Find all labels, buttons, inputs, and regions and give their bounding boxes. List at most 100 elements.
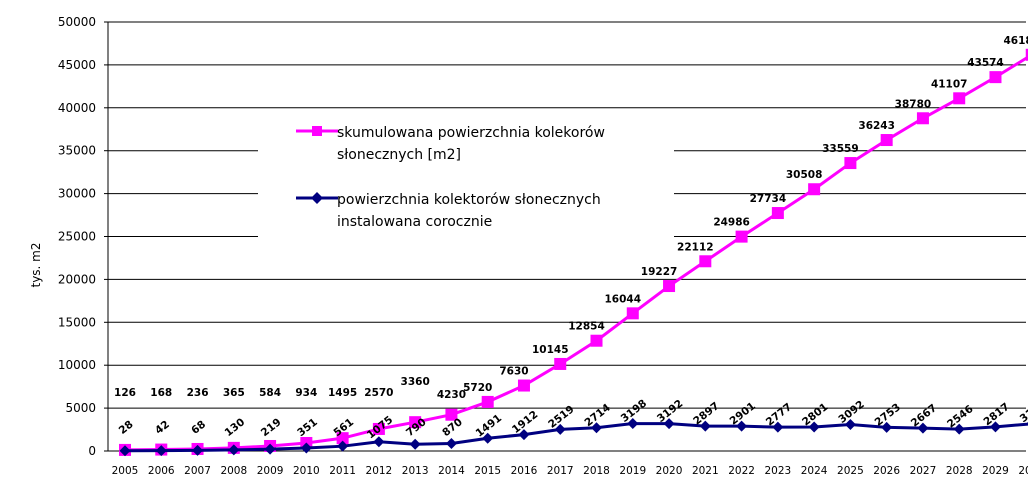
- data-point-cumulative: [916, 112, 929, 125]
- data-point-cumulative: [626, 307, 639, 320]
- data-label-cumulative: 12854: [568, 321, 605, 333]
- data-point-annual: [373, 436, 385, 448]
- legend-item-cumulative: skumulowana powierzchnia kolekorów słone…: [296, 125, 605, 163]
- data-label-cumulative: 43574: [967, 57, 1004, 69]
- data-label-annual: 130: [223, 416, 248, 439]
- data-label-cumulative: 36243: [858, 120, 895, 132]
- data-point-annual: [736, 420, 748, 432]
- y-tick-label: 30000: [58, 187, 96, 201]
- data-point-cumulative: [1025, 48, 1028, 61]
- y-tick-label: 35000: [58, 144, 96, 158]
- legend: skumulowana powierzchnia kolekorów słone…: [296, 125, 605, 230]
- x-tick-label: 2028: [946, 465, 973, 477]
- data-point-cumulative: [808, 183, 821, 196]
- data-point-cumulative: [771, 207, 784, 220]
- data-point-cumulative: [517, 379, 530, 392]
- data-point-annual: [772, 421, 784, 433]
- data-point-annual: [155, 445, 167, 457]
- data-point-cumulative: [409, 416, 422, 429]
- data-label-cumulative: 365: [223, 387, 245, 399]
- data-label-cumulative: 30508: [786, 169, 823, 181]
- data-label-cumulative: 10145: [532, 344, 569, 356]
- data-point-cumulative: [735, 230, 748, 243]
- data-label-cumulative: 41107: [931, 78, 968, 90]
- data-label-cumulative: 4230: [437, 389, 466, 401]
- data-point-annual: [844, 418, 856, 430]
- data-point-annual: [192, 444, 204, 456]
- data-label-cumulative: 1495: [328, 387, 357, 399]
- x-tick-label: 2021: [692, 465, 719, 477]
- y-tick-label: 25000: [58, 230, 96, 244]
- data-point-annual: [989, 421, 1001, 433]
- data-point-annual: [953, 423, 965, 435]
- data-label-cumulative: 19227: [641, 266, 678, 278]
- legend-marker-square: [312, 126, 322, 136]
- y-tick-label: 45000: [58, 58, 96, 72]
- data-label-cumulative: 168: [150, 387, 172, 399]
- x-tick-label: 2016: [511, 465, 538, 477]
- data-label-annual: 42: [153, 418, 172, 436]
- legend-label-annual-line2: instalowana corocznie: [337, 214, 492, 230]
- data-label-cumulative: 3360: [401, 376, 430, 388]
- data-label-cumulative: 46180: [1003, 35, 1028, 47]
- data-point-annual: [917, 422, 929, 434]
- data-point-cumulative: [699, 255, 712, 268]
- x-tick-label: 2005: [112, 465, 139, 477]
- x-tick-label: 2019: [619, 465, 646, 477]
- y-axis-tick-labels: 0 5000 10000 15000 20000 25000 30000 35000 40000…: [58, 15, 96, 458]
- data-point-cumulative: [445, 408, 458, 421]
- data-point-annual: [482, 432, 494, 444]
- y-tick-label: 5000: [65, 401, 96, 415]
- series-cumulative-line: [119, 48, 1028, 456]
- data-point-cumulative: [372, 422, 385, 435]
- series-line-cumulative: [124, 55, 1028, 452]
- legend-label-annual-line1: powierzchnia kolektorów słonecznych: [337, 192, 601, 208]
- series-annual-line: [119, 418, 1028, 457]
- data-point-annual: [518, 429, 530, 441]
- data-point-cumulative: [953, 92, 966, 105]
- x-tick-label: 2026: [873, 465, 900, 477]
- y-tick-label: 0: [88, 444, 96, 458]
- data-point-annual: [445, 438, 457, 450]
- y-tick-label: 50000: [58, 15, 96, 29]
- data-point-annual: [337, 440, 349, 452]
- data-label-annual: 870: [440, 416, 465, 439]
- x-tick-label: 2024: [801, 465, 828, 477]
- data-point-cumulative: [663, 280, 676, 293]
- data-label-annual: 68: [189, 418, 208, 436]
- data-point-cumulative: [844, 157, 857, 170]
- data-point-annual: [264, 443, 276, 455]
- x-tick-label: 2009: [257, 465, 284, 477]
- x-tick-label: 2006: [148, 465, 175, 477]
- x-tick-label: 2017: [547, 465, 574, 477]
- x-tick-label: 2008: [220, 465, 247, 477]
- legend-background: [258, 115, 674, 241]
- x-tick-label: 2020: [656, 465, 683, 477]
- x-tick-label: 2025: [837, 465, 864, 477]
- data-point-cumulative: [590, 334, 603, 347]
- data-label-cumulative: 38780: [895, 98, 932, 110]
- x-tick-label: 2012: [366, 465, 393, 477]
- x-tick-label: 2015: [474, 465, 501, 477]
- data-label-cumulative: 33559: [822, 143, 859, 155]
- data-label-annual: 28: [117, 418, 136, 436]
- data-label-cumulative: 236: [187, 387, 209, 399]
- data-label-annual: 219: [259, 416, 284, 439]
- data-point-annual: [409, 438, 421, 450]
- legend-label-cumulative-line2: słonecznych [m2]: [337, 147, 461, 163]
- legend-item-annual: powierzchnia kolektorów słonecznych inst…: [296, 192, 601, 230]
- data-label-cumulative: 22112: [677, 241, 714, 253]
- y-axis-title: tys. m2: [29, 242, 43, 287]
- data-point-cumulative: [481, 395, 494, 408]
- data-point-annual: [627, 418, 639, 430]
- data-point-annual: [881, 421, 893, 433]
- data-point-annual: [119, 445, 131, 457]
- data-point-cumulative: [554, 357, 567, 370]
- x-axis-tick-labels: 2005 2006 2007 2008 2009 2010 2011 2012 2013 2014…: [112, 465, 1028, 477]
- y-tick-label: 15000: [58, 315, 96, 329]
- data-point-annual: [699, 420, 711, 432]
- x-tick-label: 2011: [329, 465, 356, 477]
- series-line-annual: [124, 422, 1028, 453]
- legend-label-cumulative-line1: skumulowana powierzchnia kolekorów: [337, 125, 605, 141]
- data-label-cumulative: 16044: [605, 293, 642, 305]
